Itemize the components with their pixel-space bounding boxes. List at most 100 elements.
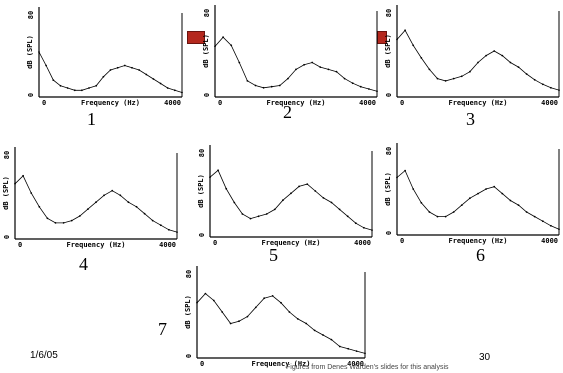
arrow-1-to-2 (187, 31, 205, 44)
panel-1: dB (SPL) 80 0 0 Frequency (Hz) 4000 (27, 5, 184, 107)
spectrum-point (270, 85, 273, 88)
spectrum-point (127, 201, 130, 204)
x-axis-label: Frequency (Hz) (251, 360, 310, 368)
spectrum-point (282, 199, 284, 202)
spectrum-point (541, 220, 544, 223)
spectrum-point (230, 44, 233, 47)
spectrum-point (273, 208, 276, 211)
panel-6: dB (SPL) 80 0 0 Frequency (Hz) 4000 (385, 141, 561, 245)
y-tick-bottom: 0 (185, 354, 193, 358)
spectrum-point (181, 91, 183, 94)
spectrum-point (138, 69, 140, 71)
spectrum-point (477, 61, 479, 64)
spectrum-point (116, 66, 119, 69)
panel-number-2: 2 (283, 102, 292, 122)
spectrum-point (330, 338, 333, 341)
spectrum-point (295, 68, 297, 71)
y-tick-top: 80 (185, 270, 193, 278)
spectrum-point (460, 204, 463, 206)
spectrum-point (525, 211, 528, 213)
spectrum-point (306, 183, 309, 185)
spectrum-point (322, 197, 325, 199)
spectrum-point (70, 219, 73, 222)
y-axis-label: dB (SPL) (385, 172, 392, 206)
spectrum-chart-1: dB (SPL) 80 0 0 Frequency (Hz) 4000 (27, 7, 183, 107)
spectrum-point (204, 292, 207, 295)
spectrum-point (420, 57, 423, 59)
spectrum-point (38, 51, 40, 53)
x-tick-left: 0 (213, 239, 217, 247)
panel-7: dB (SPL) 80 0 0 Frequency (Hz) 4000 (185, 264, 367, 368)
spectrum-point (313, 329, 316, 332)
spectrum-point (59, 84, 62, 87)
x-axis-label: Frequency (Hz) (81, 99, 140, 107)
spectrum-point (396, 38, 398, 41)
y-tick-bottom: 0 (385, 93, 393, 97)
spectrum-point (533, 78, 536, 81)
spectrum-point (265, 213, 268, 215)
spectrum-point (517, 66, 520, 68)
y-tick-top: 80 (3, 151, 11, 159)
spectrum-point (66, 87, 69, 89)
footer-date: 1/6/05 (30, 350, 58, 361)
panel-5: dB (SPL) 80 0 0 Frequency (Hz) 4000 (198, 143, 374, 247)
spectrum-point (354, 222, 357, 225)
spectrum-point (81, 89, 83, 92)
x-axis-label: Frequency (Hz) (266, 99, 325, 107)
spectrum-line (396, 29, 560, 91)
x-tick-right: 4000 (354, 239, 371, 247)
panel-number-6: 6 (476, 245, 485, 265)
panel-number-7: 7 (158, 319, 167, 339)
spectrum-point (444, 215, 447, 218)
y-tick-top: 80 (198, 149, 206, 157)
spectrum-line (396, 169, 560, 230)
spectrum-point (371, 229, 373, 231)
spectrum-point (78, 215, 81, 217)
y-tick-bottom: 0 (203, 93, 211, 97)
spectrum-point (338, 208, 341, 211)
spectrum-point (533, 215, 536, 218)
spectrum-point (412, 44, 415, 47)
y-tick-top: 80 (203, 9, 211, 17)
spectrum-point (288, 311, 291, 313)
spectrum-point (485, 188, 487, 190)
spectrum-point (22, 174, 24, 177)
spectrum-point (176, 231, 178, 233)
spectrum-point (368, 88, 370, 90)
spectrum-point (152, 78, 155, 80)
spectrum-point (151, 219, 154, 222)
spectrum-point (262, 86, 265, 89)
spectrum-point (109, 69, 112, 71)
spectrum-point (493, 50, 496, 52)
spectrum-point (238, 320, 240, 323)
y-tick-top: 80 (385, 9, 393, 17)
y-tick-top: 80 (385, 147, 393, 155)
spectrum-point (550, 86, 552, 89)
spectrum-point (249, 217, 252, 220)
spectrum-point (469, 197, 471, 200)
spectrum-point (322, 334, 324, 336)
spectrum-point (550, 224, 552, 227)
y-axis-label: dB (SPL) (3, 176, 10, 210)
y-axis-label: dB (SPL) (185, 295, 192, 329)
spectrum-point (212, 299, 215, 302)
spectrum-point (241, 213, 244, 215)
spectrum-chart-2: dB (SPL) 80 0 0 Frequency (Hz) 4000 (203, 5, 378, 107)
spectrum-point (428, 211, 431, 213)
spectrum-point (363, 226, 365, 229)
spectrum-point (396, 176, 398, 179)
spectrum-point (287, 77, 289, 80)
spectrum-point (45, 64, 47, 67)
y-axis-label: dB (SPL) (385, 34, 392, 68)
spectrum-point (168, 228, 170, 231)
panel-4: dB (SPL) 80 0 0 Frequency (Hz) 4000 (3, 145, 179, 249)
spectrum-chart-5: dB (SPL) 80 0 0 Frequency (Hz) 4000 (198, 145, 373, 247)
spectrum-point (314, 190, 317, 192)
spectrum-point (460, 75, 463, 78)
spectrum-point (541, 83, 544, 86)
x-axis-label: Frequency (Hz) (448, 237, 507, 245)
spectrum-point (303, 63, 305, 66)
spectrum-point (143, 212, 146, 215)
x-tick-right: 4000 (164, 99, 181, 107)
x-tick-right: 4000 (541, 99, 558, 107)
